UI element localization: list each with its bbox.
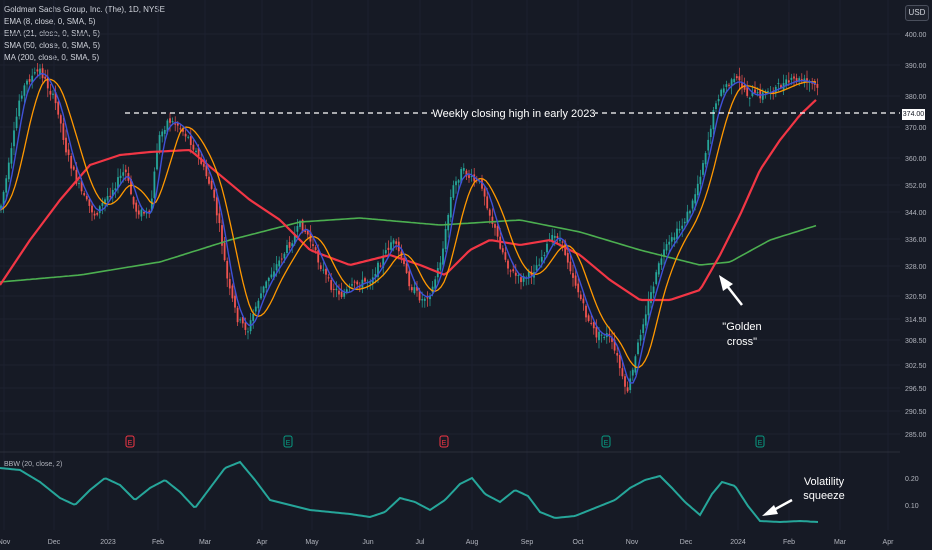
legend-ema8[interactable]: EMA (8, close, 0, SMA, 5)	[4, 17, 96, 26]
time-tick-label: 2023	[100, 539, 116, 546]
golden-cross-label-2: cross"	[727, 336, 757, 348]
squeeze-label-1: Volatility	[804, 476, 845, 488]
resistance-label: Weekly closing high in early 2023	[432, 108, 595, 120]
price-tick-label: 344.00	[905, 210, 927, 217]
moving-averages	[0, 72, 817, 384]
earnings-marker[interactable]	[601, 435, 611, 448]
legend-ma200[interactable]: MA (200, close, 0, SMA, 5)	[4, 53, 100, 62]
time-tick-label: Mar	[199, 539, 212, 546]
squeeze-label-2: squeeze	[803, 490, 845, 502]
time-tick-label: Nov	[626, 539, 639, 546]
time-tick-label: Feb	[783, 539, 795, 546]
price-tick-label: 296.50	[905, 386, 927, 393]
legend-sma50[interactable]: SMA (50, close, 0, SMA, 5)	[4, 41, 101, 50]
price-tag-374: 374.00	[902, 109, 925, 120]
golden-cross-label-1: "Golden	[722, 321, 761, 333]
price-tick-label: 285.00	[905, 432, 927, 439]
time-tick-label: Dec	[680, 539, 693, 546]
squeeze-arrow	[762, 498, 793, 516]
golden-cross-arrow	[719, 275, 743, 306]
resistance-label-bg	[433, 105, 595, 121]
price-axis[interactable]: 400.00 390.00 380.00 370.00 360.00 352.00 344.…	[905, 32, 927, 439]
price-tick-label: 314.50	[905, 317, 927, 324]
price-tick-label: 320.50	[905, 294, 927, 301]
time-tick-label: Nov	[0, 539, 11, 546]
time-tick-label: May	[305, 539, 319, 546]
time-tick-label: Aug	[466, 539, 479, 546]
bbw-tick-label: 0.20	[905, 476, 919, 483]
price-tick-label: 380.00	[905, 94, 927, 101]
price-tick-label: 400.00	[905, 32, 927, 39]
time-tick-label: Jun	[362, 539, 373, 546]
bbw-tick-label: 0.10	[905, 503, 919, 510]
price-tick-label: 302.50	[905, 363, 927, 370]
earnings-marker[interactable]	[439, 435, 449, 448]
time-tick-label: Oct	[573, 539, 584, 546]
price-tick-label: 370.00	[905, 125, 927, 132]
time-tick-label: Apr	[257, 539, 269, 546]
bbw-label[interactable]: BBW (20, close, 2)	[4, 461, 62, 468]
earnings-marker[interactable]	[755, 435, 765, 448]
price-tick-label: 290.50	[905, 409, 927, 416]
price-tick-label: 360.00	[905, 156, 927, 163]
time-tick-label: Mar	[834, 539, 847, 546]
symbol-title[interactable]: Goldman Sachs Group, Inc. (The), 1D, NYS…	[4, 5, 165, 14]
earnings-marker-label: E	[758, 440, 763, 447]
earnings-marker-label: E	[442, 440, 447, 447]
price-tick-label: 328.00	[905, 264, 927, 271]
earnings-marker-label: E	[286, 440, 291, 447]
earnings-marker-label: E	[128, 440, 133, 447]
time-tick-label: 2024	[730, 539, 746, 546]
time-tick-label: Feb	[152, 539, 164, 546]
time-tick-label: Apr	[883, 539, 895, 546]
bbw-axis[interactable]: 0.20 0.10	[905, 476, 919, 510]
price-tick-label: 352.00	[905, 183, 927, 190]
candles	[0, 62, 819, 395]
bbw-line	[0, 460, 819, 524]
time-tick-label: Sep	[521, 539, 534, 546]
earnings-marker-label: E	[604, 440, 609, 447]
price-tick-label: 390.00	[905, 63, 927, 70]
price-tick-label: 336.00	[905, 237, 927, 244]
price-tick-label: 308.50	[905, 338, 927, 345]
time-axis[interactable]: Nov Dec 2023 Feb Mar Apr May Jun Jul Aug Sep Oct Nov…	[0, 539, 894, 546]
currency-button[interactable]: USD	[905, 5, 929, 21]
earnings-marker[interactable]	[125, 435, 135, 448]
time-tick-label: Jul	[416, 539, 425, 546]
earnings-marker[interactable]	[283, 435, 293, 448]
time-tick-label: Dec	[48, 539, 61, 546]
